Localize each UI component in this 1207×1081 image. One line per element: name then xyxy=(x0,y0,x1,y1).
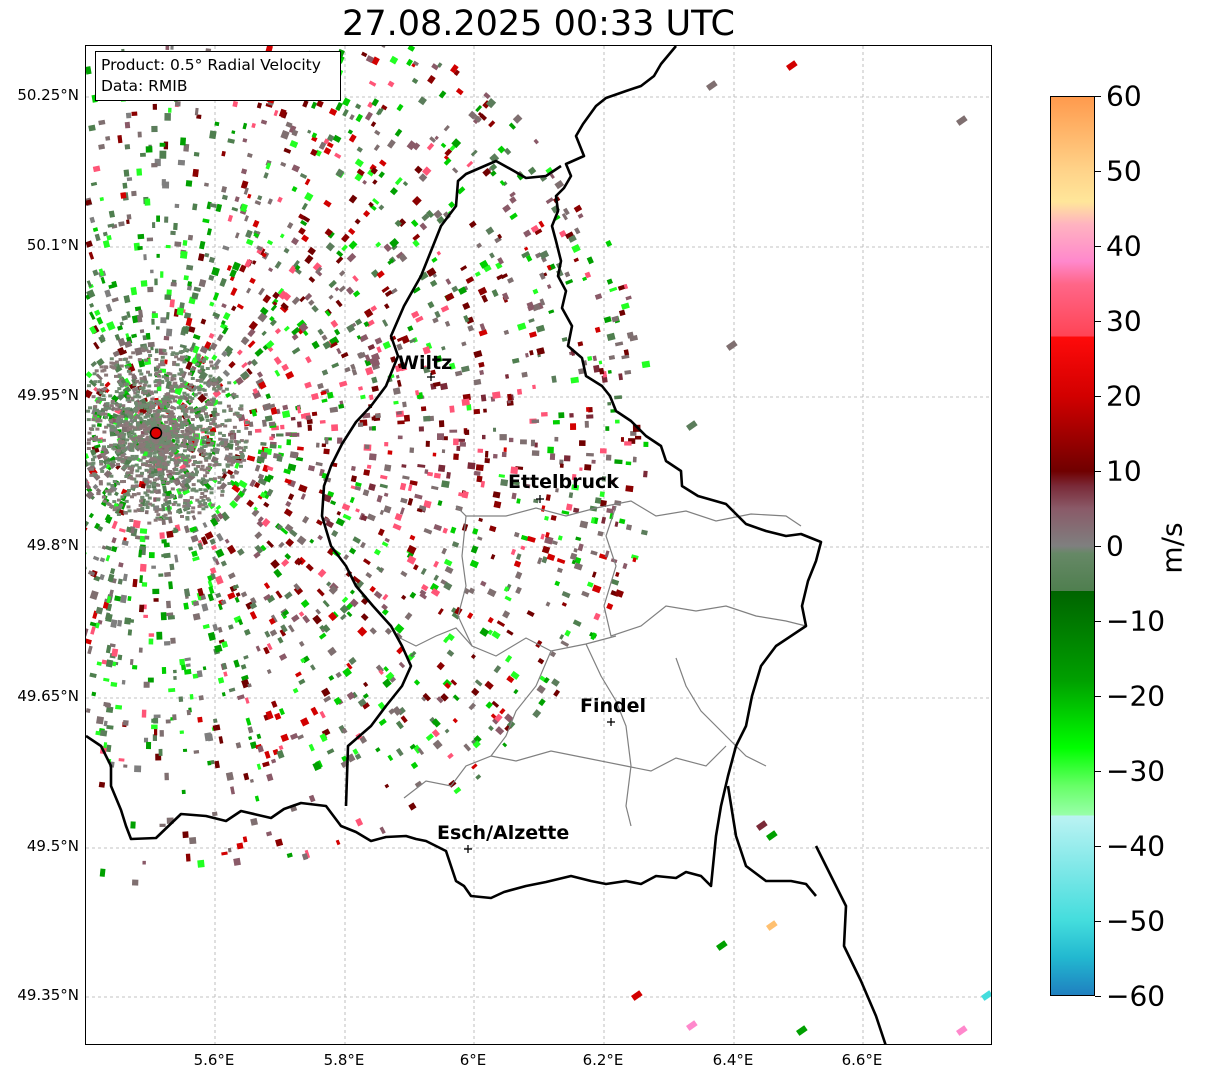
colorbar-tick-label: −30 xyxy=(1106,754,1166,788)
colorbar-tick-label: 0 xyxy=(1106,529,1124,563)
colorbar-tick-mark xyxy=(1095,546,1101,547)
velocity-colorbar xyxy=(1050,96,1095,996)
city-label-wiltz: Wiltz xyxy=(398,352,452,374)
lat-tick-label: 49.35°N xyxy=(17,986,79,1004)
radar-echoes xyxy=(86,46,991,1036)
canton-borders xyxy=(395,500,807,827)
lat-tick-label: 49.95°N xyxy=(17,386,79,404)
colorbar-tick-mark xyxy=(1095,246,1101,247)
colorbar-tick-label: −20 xyxy=(1106,679,1166,713)
colorbar-unit-label: m/s xyxy=(1155,522,1189,574)
product-label: Product: 0.5° Radial Velocity xyxy=(101,56,321,74)
colorbar-tick-label: 40 xyxy=(1106,229,1142,263)
country-borders xyxy=(86,46,887,1044)
lon-tick-label: 5.8°E xyxy=(323,1051,365,1069)
city-label-findel: Findel xyxy=(580,695,646,717)
colorbar-tick-label: 50 xyxy=(1106,154,1142,188)
lat-tick-label: 49.8°N xyxy=(26,536,79,554)
colorbar-tick-label: 60 xyxy=(1106,79,1142,113)
colorbar-tick-mark xyxy=(1095,471,1101,472)
colorbar-tick-mark xyxy=(1095,321,1101,322)
colorbar-tick-label: 10 xyxy=(1106,454,1142,488)
colorbar-tick-mark xyxy=(1095,921,1101,922)
product-info-box: Product: 0.5° Radial Velocity Data: RMIB xyxy=(95,51,341,101)
lon-tick-label: 6.4°E xyxy=(712,1051,754,1069)
data-source-label: Data: RMIB xyxy=(101,77,188,95)
lat-tick-label: 49.65°N xyxy=(17,687,79,705)
lat-tick-label: 49.5°N xyxy=(26,837,79,855)
city-markers xyxy=(427,373,615,853)
map-panel: Wiltz Ettelbruck Findel Esch/Alzette xyxy=(85,45,992,1045)
colorbar-tick-mark xyxy=(1095,996,1101,997)
colorbar-tick-mark xyxy=(1095,846,1101,847)
colorbar-tick-label: 20 xyxy=(1106,379,1142,413)
lat-tick-label: 50.1°N xyxy=(26,236,79,254)
lat-tick-label: 50.25°N xyxy=(17,86,79,104)
colorbar-tick-mark xyxy=(1095,171,1101,172)
chart-title: 27.08.2025 00:33 UTC xyxy=(342,4,735,44)
colorbar-tick-mark xyxy=(1095,771,1101,772)
city-label-ettelbruck: Ettelbruck xyxy=(508,471,619,493)
colorbar-tick-label: −50 xyxy=(1106,904,1166,938)
lon-tick-label: 6.6°E xyxy=(841,1051,883,1069)
radar-site xyxy=(149,426,163,440)
colorbar-tick-label: 30 xyxy=(1106,304,1142,338)
colorbar-tick-label: −40 xyxy=(1106,829,1166,863)
colorbar-tick-mark xyxy=(1095,96,1101,97)
map-svg: Wiltz Ettelbruck Findel Esch/Alzette xyxy=(86,46,991,1044)
colorbar-tick-label: −10 xyxy=(1106,604,1166,638)
colorbar-tick-mark xyxy=(1095,396,1101,397)
city-label-esch: Esch/Alzette xyxy=(437,822,569,844)
grid-lines xyxy=(86,46,991,1044)
colorbar-tick-mark xyxy=(1095,621,1101,622)
colorbar-tick-mark xyxy=(1095,696,1101,697)
lon-tick-label: 5.6°E xyxy=(193,1051,235,1069)
lon-tick-label: 6.2°E xyxy=(582,1051,624,1069)
colorbar-tick-label: −60 xyxy=(1106,979,1166,1013)
lon-tick-label: 6°E xyxy=(459,1051,487,1069)
